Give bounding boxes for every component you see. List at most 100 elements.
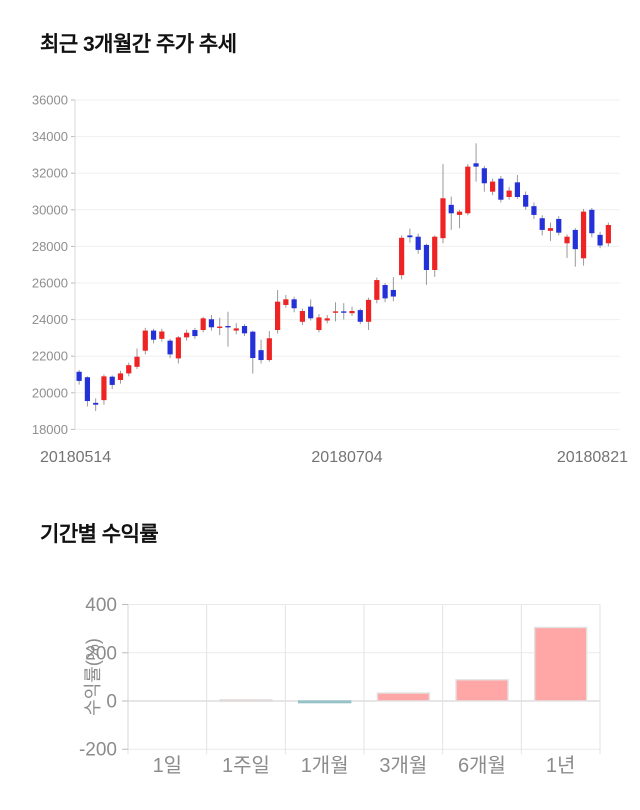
candle xyxy=(597,231,603,249)
candle-body-up xyxy=(266,338,272,361)
candle xyxy=(283,294,289,308)
y-tick-label: 28000 xyxy=(32,239,68,254)
x-category-label: 1년 xyxy=(546,754,576,777)
candle-body-down xyxy=(572,229,578,250)
candle-body-up xyxy=(489,181,496,192)
candle xyxy=(117,370,124,384)
candle xyxy=(324,315,330,324)
y-tick-label: 32000 xyxy=(32,166,68,181)
candle xyxy=(605,222,611,247)
return-bar-positive xyxy=(533,626,588,702)
x-category-label: 1일 xyxy=(153,754,183,777)
candle xyxy=(341,303,347,320)
candle xyxy=(465,164,471,216)
candle xyxy=(308,299,314,321)
candle xyxy=(175,336,181,364)
candle-body-up xyxy=(159,331,165,339)
y-tick-label: 20000 xyxy=(32,385,68,400)
candle-body-up xyxy=(316,317,322,331)
y-tick-label: 400 xyxy=(85,595,117,616)
returns-chart-gridlines xyxy=(127,604,601,755)
y-tick-label: 22000 xyxy=(32,349,68,364)
candle xyxy=(159,328,165,342)
candle-body-down xyxy=(382,285,388,299)
y-tick-label: 30000 xyxy=(32,202,68,217)
x-category-label: 3개월 xyxy=(379,754,427,777)
y-tick-label: 0 xyxy=(106,692,117,713)
candle xyxy=(399,235,405,280)
candle xyxy=(407,228,413,243)
candle-body-up xyxy=(605,224,611,244)
x-axis-label: 20180704 xyxy=(311,449,382,466)
candle-body-down xyxy=(192,330,198,337)
candle xyxy=(432,235,438,277)
price-chart-gridlines xyxy=(75,99,620,430)
candle xyxy=(374,277,380,304)
candle-body-down xyxy=(250,331,256,359)
candle-body-up xyxy=(332,311,339,313)
candle-body-down xyxy=(523,194,529,207)
candle-body-down xyxy=(208,319,215,328)
candle xyxy=(316,314,322,333)
return-bar-positive xyxy=(455,679,509,702)
candle xyxy=(101,374,107,405)
candle xyxy=(250,330,256,374)
x-axis-label: 20180821 xyxy=(557,449,628,466)
price-chart-title: 최근 3개월간 주가 추세 xyxy=(40,33,237,56)
candle-body-down xyxy=(514,182,521,197)
candle xyxy=(299,308,306,326)
candle-body-up xyxy=(365,299,372,322)
y-tick-label: 18000 xyxy=(32,422,68,437)
candle-body-down xyxy=(258,350,264,361)
candle xyxy=(258,339,264,364)
candle-body-up xyxy=(117,373,124,380)
candle xyxy=(489,178,496,196)
price-chart-axes xyxy=(71,99,76,430)
candle xyxy=(266,330,272,362)
candle-body-down xyxy=(531,206,537,215)
candle xyxy=(76,369,82,385)
candle-body-down xyxy=(150,330,157,340)
y-tick-label: 26000 xyxy=(32,276,68,291)
candle-body-up xyxy=(175,337,181,359)
y-tick-label: 36000 xyxy=(32,93,68,108)
candle xyxy=(233,323,239,335)
candle-body-up xyxy=(456,211,463,215)
candle-body-up xyxy=(374,280,380,300)
candle-body-down xyxy=(481,168,487,184)
candle-body-down xyxy=(473,163,479,167)
candle-body-up xyxy=(547,228,554,231)
candle-body-down xyxy=(390,289,396,297)
returns-chart-axis-labels: 400 200 0 -200 1일 1주일 1개월 3개월 6개월 1년 수익률(%) xyxy=(79,595,575,777)
candle xyxy=(448,196,454,230)
candle xyxy=(332,302,339,322)
candle xyxy=(572,228,578,267)
candle xyxy=(126,362,132,377)
candle xyxy=(274,289,281,334)
candle xyxy=(564,234,570,258)
candle-body-up xyxy=(580,211,587,259)
candle-body-up xyxy=(324,318,330,321)
returns-chart-title: 기간별 수익률 xyxy=(40,523,159,546)
candle-body-up xyxy=(126,365,132,374)
candle xyxy=(498,175,504,203)
candle-body-down xyxy=(415,236,421,250)
candle-body-down xyxy=(167,340,173,355)
candle xyxy=(109,375,115,390)
x-category-label: 1개월 xyxy=(301,754,349,777)
candle xyxy=(241,324,248,337)
y-tick-label: 200 xyxy=(85,643,117,664)
candle xyxy=(84,376,91,407)
price-chart-candles xyxy=(76,143,611,412)
candle xyxy=(580,208,587,266)
y-tick-label: 24000 xyxy=(32,312,68,327)
candle-body-up xyxy=(564,236,570,244)
candle-body-down xyxy=(407,235,413,238)
candle xyxy=(167,338,173,359)
candle xyxy=(184,329,190,341)
candle xyxy=(225,311,231,347)
x-category-label: 6개월 xyxy=(458,754,506,777)
candle-body-up xyxy=(101,376,107,401)
candle-body-up xyxy=(200,318,206,331)
